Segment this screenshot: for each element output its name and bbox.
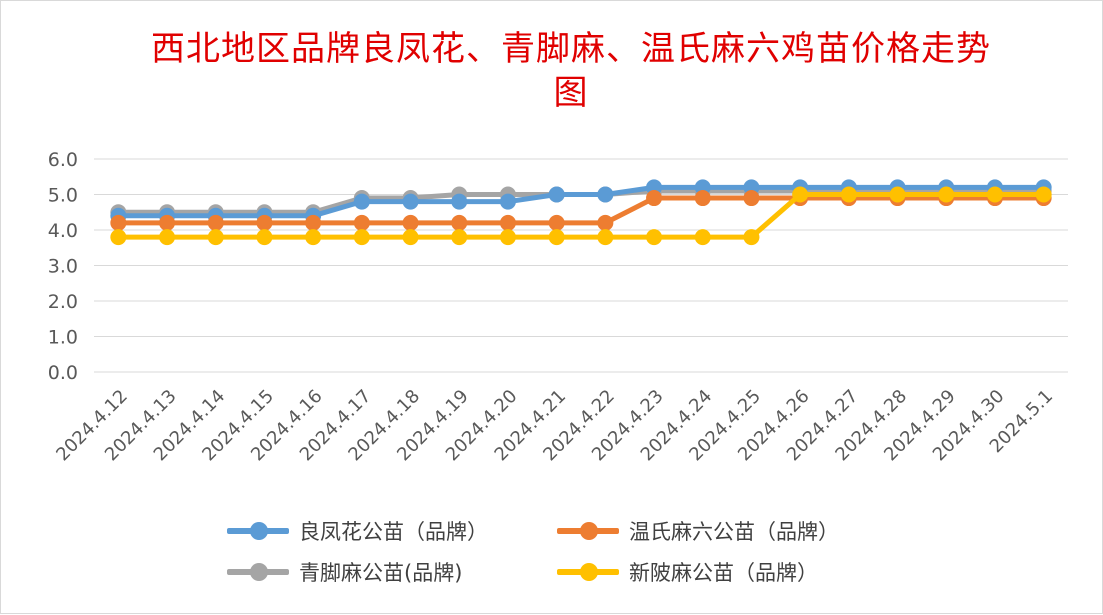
data-point — [256, 214, 273, 231]
data-point — [646, 190, 663, 207]
legend-item: 良凤花公苗（品牌） — [223, 513, 488, 549]
data-point — [451, 229, 468, 246]
legend-item: 温氏麻六公苗（品牌） — [553, 513, 839, 549]
data-point — [402, 229, 419, 246]
data-point — [597, 229, 614, 246]
data-point — [499, 214, 516, 231]
data-point — [159, 229, 176, 246]
data-point — [597, 214, 614, 231]
data-point — [402, 214, 419, 231]
y-tick-label: 1.0 — [48, 327, 78, 349]
data-point — [499, 193, 516, 210]
data-point — [256, 229, 273, 246]
data-point — [451, 214, 468, 231]
y-tick-label: 0.0 — [48, 362, 78, 384]
series-line — [115, 195, 1047, 226]
y-tick-label: 6.0 — [48, 149, 78, 171]
data-point — [1035, 186, 1052, 203]
data-point — [305, 229, 322, 246]
data-point — [353, 193, 370, 210]
data-point — [743, 229, 760, 246]
data-point — [110, 229, 127, 246]
data-point — [792, 186, 809, 203]
data-point — [548, 186, 565, 203]
legend-swatch — [553, 513, 623, 549]
data-point — [353, 214, 370, 231]
data-point — [938, 186, 955, 203]
data-point — [451, 193, 468, 210]
y-tick-label: 2.0 — [48, 291, 78, 313]
data-point — [986, 186, 1003, 203]
data-point — [353, 229, 370, 246]
legend-label: 青脚麻公苗(品牌) — [299, 561, 463, 585]
data-point — [597, 186, 614, 203]
chart-title: 西北地区品牌良凤花、青脚麻、温氏麻六鸡苗价格走势图 — [151, 29, 991, 113]
data-point — [548, 229, 565, 246]
data-point — [305, 214, 322, 231]
y-tick-label: 3.0 — [48, 256, 78, 278]
data-point — [743, 190, 760, 207]
legend-label: 温氏麻六公苗（品牌） — [629, 520, 839, 544]
data-point — [499, 229, 516, 246]
data-point — [548, 214, 565, 231]
data-point — [889, 186, 906, 203]
legend-item: 新陂麻公苗（品牌） — [553, 554, 818, 590]
y-tick-label: 4.0 — [48, 220, 78, 242]
data-point — [694, 190, 711, 207]
y-tick-label: 5.0 — [48, 185, 78, 207]
legend-label: 良凤花公苗（品牌） — [299, 520, 488, 544]
data-point — [646, 229, 663, 246]
data-point — [110, 214, 127, 231]
legend-swatch — [223, 513, 293, 549]
data-point — [840, 186, 857, 203]
legend-swatch — [223, 554, 293, 590]
data-point — [694, 229, 711, 246]
series-line — [115, 184, 1047, 219]
series-line — [115, 192, 1047, 240]
data-point — [159, 214, 176, 231]
legend-item: 青脚麻公苗(品牌) — [223, 554, 462, 590]
data-point — [207, 214, 224, 231]
data-point — [207, 229, 224, 246]
legend: 良凤花公苗（品牌） 温氏麻六公苗（品牌） 青脚麻公苗(品牌) 新陂麻公苗（品牌） — [223, 513, 923, 593]
legend-swatch — [553, 554, 623, 590]
legend-label: 新陂麻公苗（品牌） — [629, 561, 818, 585]
data-point — [402, 193, 419, 210]
